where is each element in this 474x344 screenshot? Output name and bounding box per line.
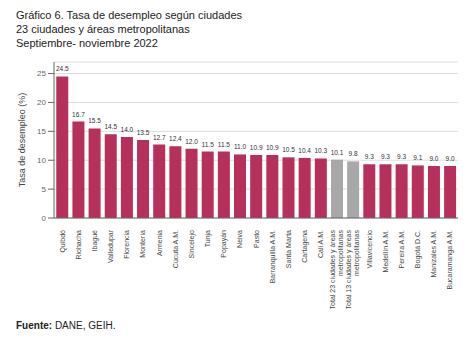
svg-text:10.3: 10.3 (314, 147, 327, 154)
svg-text:5: 5 (42, 185, 47, 194)
svg-text:9.3: 9.3 (381, 153, 390, 160)
svg-text:9.3: 9.3 (397, 153, 406, 160)
svg-text:Villavicencio: Villavicencio (366, 230, 373, 268)
svg-text:10.5: 10.5 (282, 146, 295, 153)
svg-text:14.0: 14.0 (121, 126, 134, 133)
svg-text:24.5: 24.5 (56, 65, 69, 72)
svg-text:9.3: 9.3 (365, 153, 374, 160)
svg-text:Santa Marta: Santa Marta (285, 230, 292, 268)
svg-text:12.4: 12.4 (169, 135, 182, 142)
svg-text:Neiva: Neiva (236, 230, 243, 248)
html-text:Fuente: DANE, GEIH.: Fuente: DANE, GEIH. (16, 320, 116, 331)
html-text:23 ciudades y áreas metropolit: 23 ciudades y áreas metropolitanas (16, 23, 190, 35)
svg-text:Pasto: Pasto (253, 230, 260, 248)
svg-text:Manizales A.M.: Manizales A.M. (430, 230, 437, 278)
svg-text:16.7: 16.7 (72, 111, 85, 118)
svg-text:Ibagué: Ibagué (91, 230, 99, 252)
svg-text:0: 0 (42, 214, 47, 223)
svg-text:15.5: 15.5 (88, 117, 101, 124)
svg-text:Total 13 ciudades y áreasmetro: Total 13 ciudades y áreasmetropolitanas (345, 230, 361, 310)
svg-text:10.1: 10.1 (331, 149, 344, 156)
svg-text:Cúcuta A.M.: Cúcuta A.M. (172, 230, 179, 268)
svg-text:12.7: 12.7 (153, 134, 166, 141)
svg-text:10.9: 10.9 (250, 144, 263, 151)
svg-text:Bucaramanga A.M.: Bucaramanga A.M. (446, 230, 454, 290)
svg-text:Riohacha: Riohacha (75, 230, 82, 260)
svg-text:9.1: 9.1 (413, 154, 422, 161)
svg-text:11.5: 11.5 (202, 141, 215, 148)
svg-text:9.0: 9.0 (429, 155, 438, 162)
svg-text:Bogotá D.C.: Bogotá D.C. (414, 230, 422, 268)
svg-text:Pereira A.M.: Pereira A.M. (398, 230, 405, 269)
svg-text:11.0: 11.0 (234, 143, 247, 150)
svg-text:11.5: 11.5 (218, 141, 231, 148)
svg-text:14.5: 14.5 (104, 123, 117, 130)
svg-text:10.4: 10.4 (298, 147, 311, 154)
svg-text:15: 15 (37, 127, 46, 136)
html-text:Gráfico 6. Tasa de desempleo s: Gráfico 6. Tasa de desempleo según ciuda… (16, 9, 243, 21)
svg-text:Tasa de desempleo (%): Tasa de desempleo (%) (17, 93, 27, 188)
svg-text:9.8: 9.8 (349, 150, 358, 157)
svg-text:Cartagena: Cartagena (301, 230, 309, 263)
svg-text:Armenia: Armenia (156, 230, 163, 256)
svg-text:12.0: 12.0 (185, 138, 198, 145)
svg-text:25: 25 (37, 69, 46, 78)
svg-text:Quibdó: Quibdó (59, 230, 67, 253)
svg-text:Sincelejo: Sincelejo (188, 230, 196, 259)
svg-text:Medellín A.M.: Medellín A.M. (382, 230, 389, 272)
svg-text:20: 20 (37, 98, 46, 107)
svg-text:Florencia: Florencia (123, 230, 130, 259)
svg-text:Cali A.M.: Cali A.M. (317, 230, 324, 258)
svg-text:Tunja: Tunja (204, 230, 212, 247)
svg-text:10: 10 (37, 156, 46, 165)
html-text:Septiembre- noviembre 2022: Septiembre- noviembre 2022 (16, 37, 158, 49)
svg-text:9.0: 9.0 (446, 155, 455, 162)
svg-text:10.9: 10.9 (266, 144, 279, 151)
svg-text:Valledupar: Valledupar (107, 229, 115, 263)
svg-text:Barranquilla A.M.: Barranquilla A.M. (269, 230, 277, 283)
svg-text:Popayán: Popayán (220, 230, 228, 258)
svg-text:Montería: Montería (139, 230, 146, 258)
svg-text:13.5: 13.5 (137, 129, 150, 136)
svg-text:Total 23 ciudades y áreasmetro: Total 23 ciudades y áreasmetropolitanas (329, 230, 345, 310)
